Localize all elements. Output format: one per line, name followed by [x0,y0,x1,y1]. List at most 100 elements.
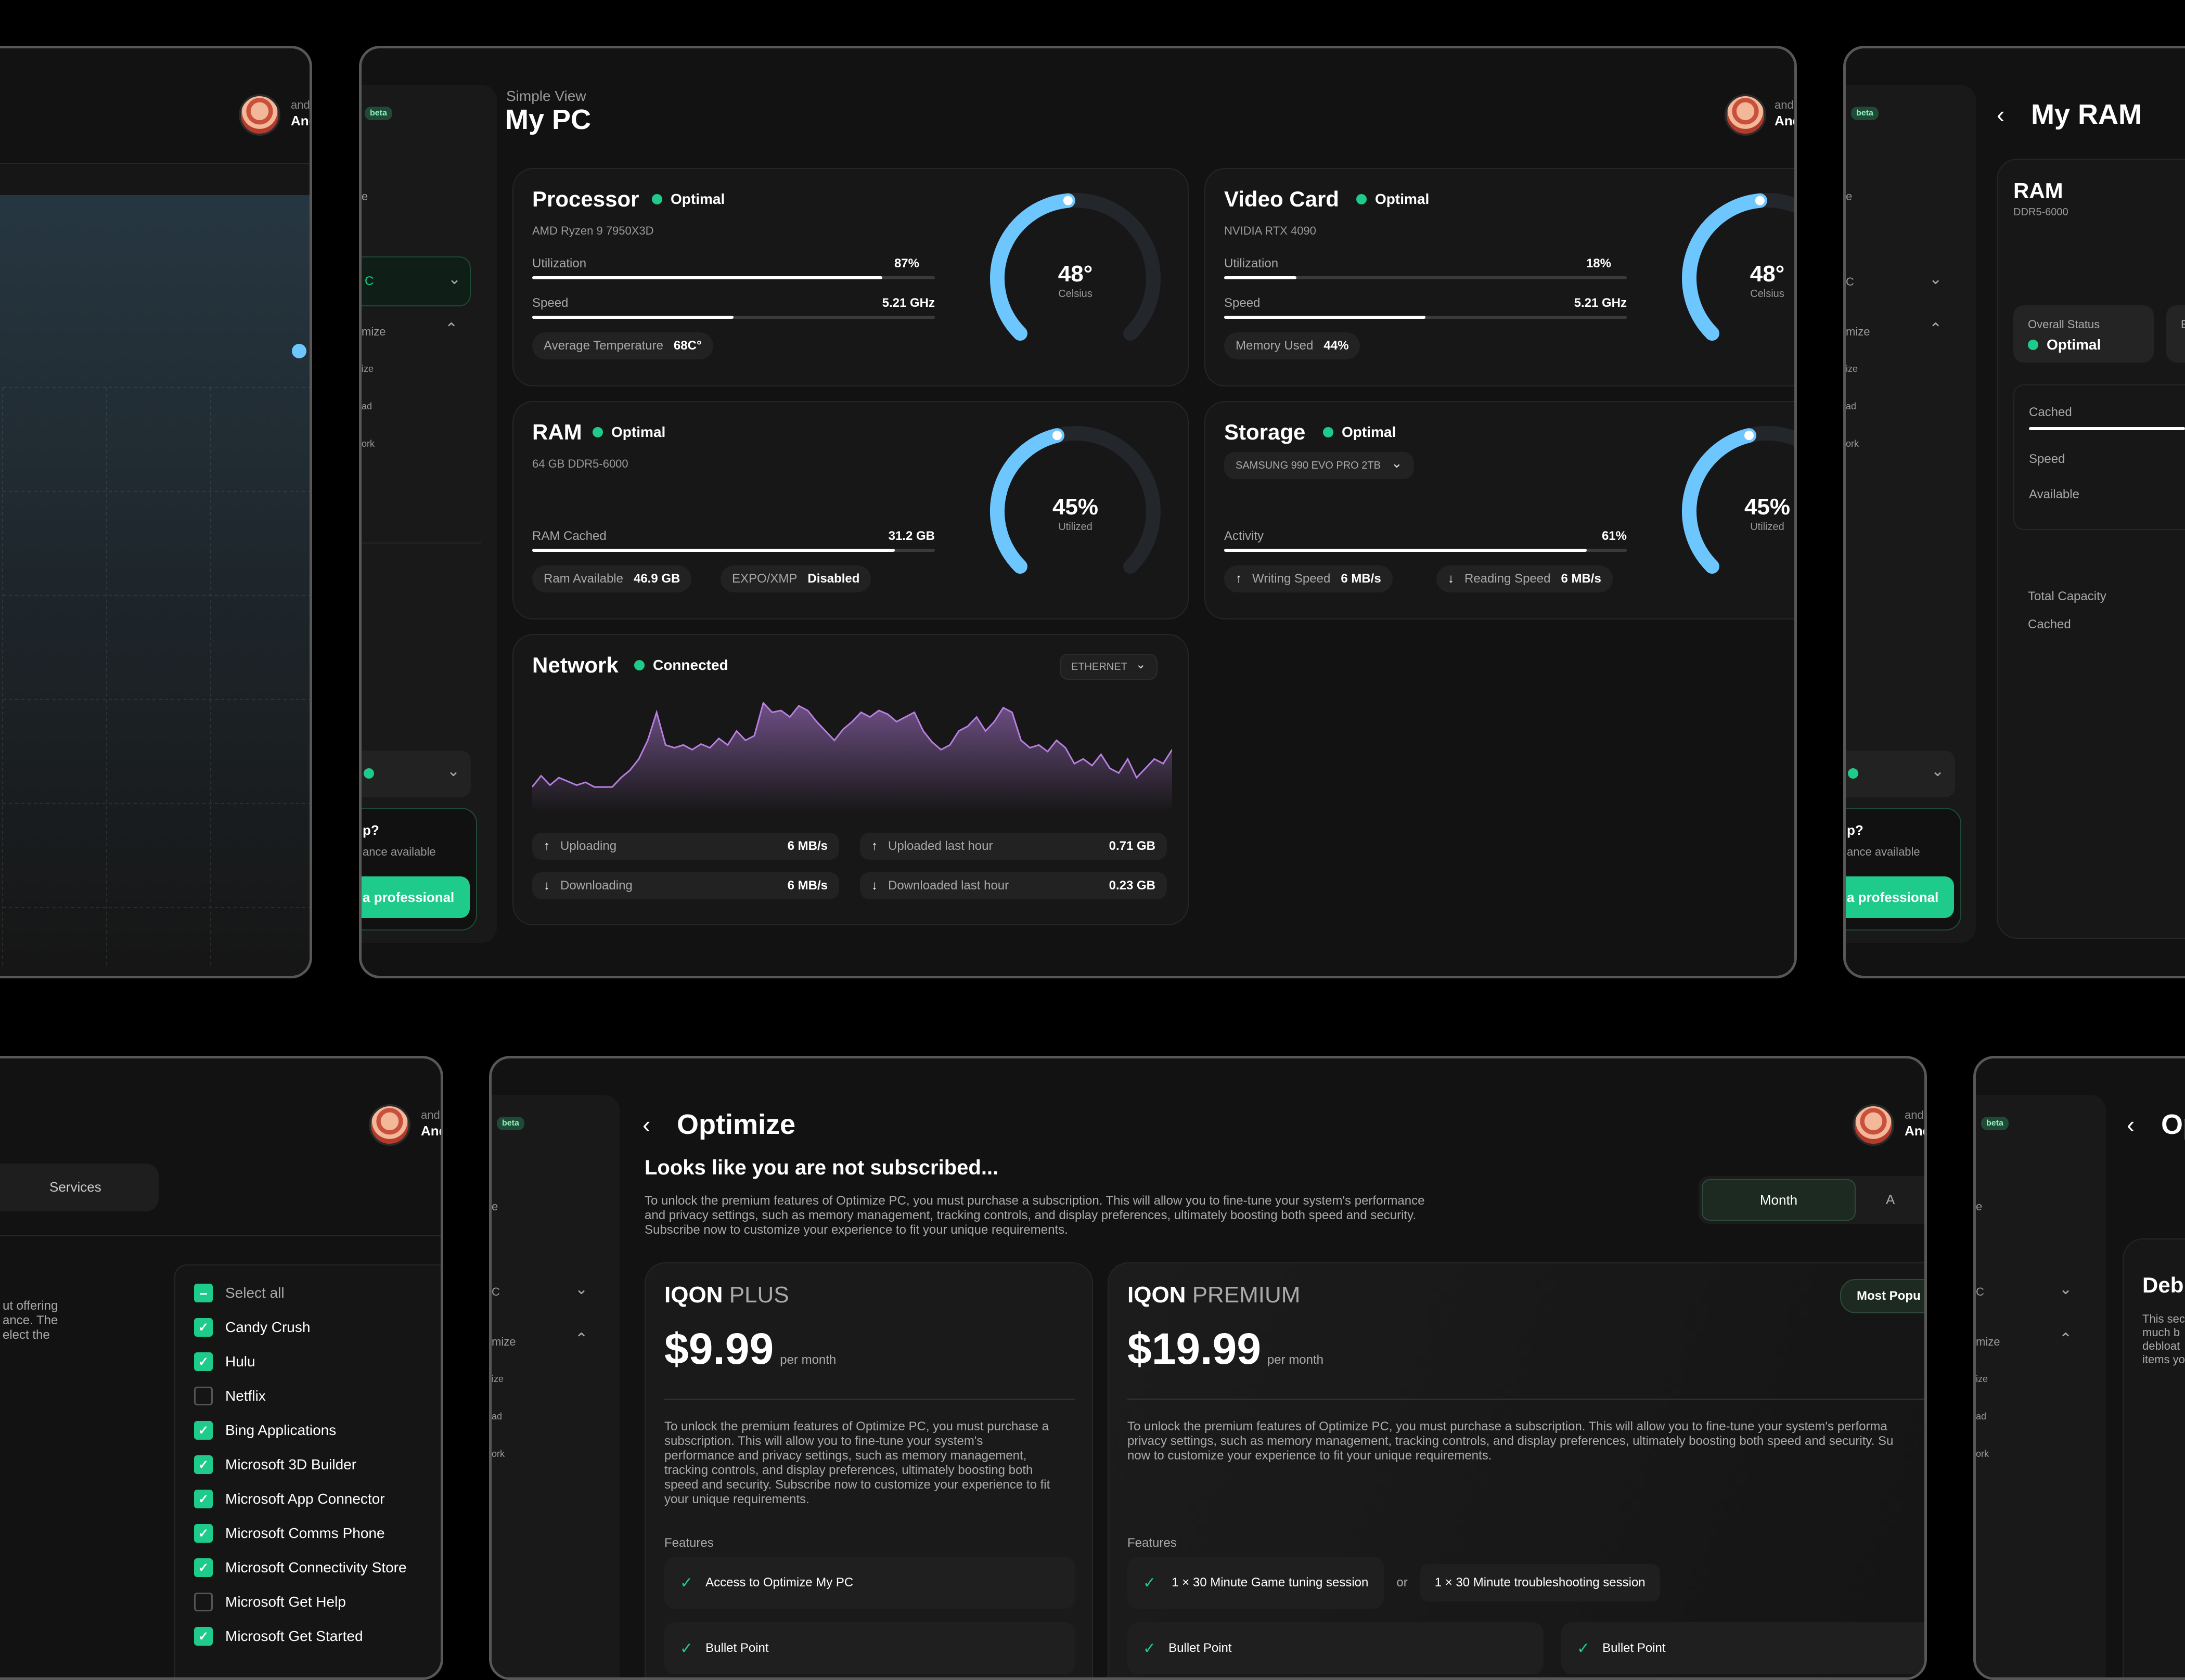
sidebar-subitem-1[interactable]: ize [492,1374,504,1384]
chevron-down-icon[interactable]: ⌄ [2059,1281,2073,1298]
window-my-pc: beta e C ⌄ mize ⌃ ize ad ork ⌄ p? ance a… [359,46,1797,978]
storage-title: Storage [1224,420,1306,444]
chevron-up-icon[interactable]: ⌃ [445,320,458,338]
user-name: And [421,1123,441,1139]
back-icon[interactable]: ‹ [642,1111,651,1138]
avatar[interactable] [239,94,280,136]
sidebar-subitem-1[interactable]: ize [362,364,374,374]
drive-select[interactable]: SAMSUNG 990 EVO PRO 2TB ⌄ [1224,452,1414,479]
toggle-month[interactable]: Month [1702,1179,1856,1221]
chevron-down-icon[interactable]: ⌄ [1929,270,1943,288]
storage-card[interactable]: Storage Optimal SAMSUNG 990 EVO PRO 2TB ⌄… [1204,401,1794,619]
app-list-item[interactable]: ✓ Hulu [194,1345,441,1379]
contact-professional-button[interactable]: a professional [362,876,470,918]
feature-row: ✓ Bullet Point [1127,1622,1544,1674]
user-handle: andr [1905,1108,1927,1121]
sidebar-item-home[interactable]: e [1846,190,1853,203]
chevron-up-icon[interactable]: ⌃ [575,1330,588,1348]
user-handle: andr [291,98,312,111]
back-icon[interactable]: ‹ [2127,1111,2135,1138]
arrow-up-icon: ↑ [1236,572,1242,586]
videocard-card[interactable]: Video Card Optimal NVIDIA RTX 4090 Utili… [1204,168,1794,386]
checkbox-checked-icon[interactable]: ✓ [194,1490,213,1508]
sidebar-subitem-2[interactable]: ad [1976,1411,1987,1421]
downloading-chip: ↓ Downloading 6 MB/s [532,872,839,899]
toggle-annual[interactable]: A [1886,1192,1895,1207]
status-dot [364,768,374,779]
plan-card-premium[interactable]: IQON PREMIUM Most Popu $19.99 per month T… [1108,1262,1924,1677]
beta-badge: beta [1851,107,1879,120]
checkbox-unchecked-icon[interactable] [194,1593,213,1611]
gauge-knob [1744,431,1754,441]
total-capacity-label: Total Capacity [2028,589,2106,603]
select-all[interactable]: – Select all [194,1276,441,1310]
sidebar-item-my-pc[interactable]: C ⌄ [362,256,471,306]
feature-chip-1: ✓ 1 × 30 Minute Game tuning session [1127,1557,1384,1609]
checkbox-unchecked-icon[interactable] [194,1387,213,1405]
sidebar-subitem-3[interactable]: ork [1846,438,1859,449]
sidebar-subitem-3[interactable]: ork [1976,1449,1989,1459]
sidebar-item-home[interactable]: e [1976,1200,1983,1213]
app-name: Bing Applications [225,1422,337,1438]
app-list-item[interactable]: ✓ Microsoft Comms Phone [194,1516,441,1550]
app-list-item[interactable]: ✓ Microsoft Connectivity Store [194,1550,441,1585]
sidebar-device-select[interactable]: ⌄ [1846,751,1955,797]
avatar[interactable] [1725,94,1766,136]
chevron-up-icon[interactable]: ⌃ [2059,1330,2073,1348]
sidebar-subitem-2[interactable]: ad [362,401,372,411]
chevron-down-icon: ⌄ [447,763,460,780]
network-card[interactable]: Network Connected ETHERNET ⌄ ↑ Uploading 6 … [512,634,1189,925]
indeterminate-checkbox-icon[interactable]: – [194,1284,213,1302]
checkbox-checked-icon[interactable]: ✓ [194,1421,213,1440]
ethernet-select[interactable]: ETHERNET ⌄ [1060,654,1158,680]
plan-card-plus[interactable]: IQON PLUS $9.99 per month To unlock the p… [645,1262,1093,1677]
processor-card[interactable]: Processor Optimal AMD Ryzen 9 7950X3D Ut… [512,168,1189,386]
sidebar-subitem-2[interactable]: ad [1846,401,1857,411]
sidebar-item-my-pc[interactable]: C [1846,275,1854,288]
feature-row: ✓ 1 × 30 Minute Game tuning session or 1 … [1127,1557,1700,1609]
tab-services[interactable]: Services [49,1179,101,1195]
avatar[interactable] [369,1104,410,1146]
sidebar-subitem-1[interactable]: ize [1976,1374,1988,1384]
debloat-desc-3: elect the [3,1328,50,1342]
sidebar-subitem-1[interactable]: ize [1846,364,1858,374]
help-card: p? ance available a professional [1846,808,1961,931]
app-list-item[interactable]: Netflix [194,1379,441,1413]
checkbox-checked-icon[interactable]: ✓ [194,1627,213,1646]
ram-card[interactable]: RAM Optimal 64 GB DDR5-6000 RAM Cached 3… [512,401,1189,619]
sidebar-item-my-pc[interactable]: C [492,1285,500,1298]
checkbox-checked-icon[interactable]: ✓ [194,1318,213,1337]
sidebar-item-optimize[interactable]: mize [1976,1335,2000,1348]
sidebar-item-optimize[interactable]: mize [492,1335,516,1348]
chevron-up-icon[interactable]: ⌃ [1929,320,1943,338]
app-list-item[interactable]: ✓ Bing Applications [194,1413,441,1448]
gauge-unit: Celsius [1750,288,1784,300]
sidebar-item-my-pc[interactable]: C [1976,1285,1984,1298]
gauge-fill [990,193,1075,341]
checkbox-checked-icon[interactable]: ✓ [194,1524,213,1543]
sidebar-subitem-2[interactable]: ad [492,1411,503,1421]
sidebar-device-select[interactable]: ⌄ [362,751,471,797]
avatar[interactable] [1853,1104,1894,1146]
chevron-down-icon[interactable]: ⌄ [575,1281,588,1298]
sidebar-subitem-3[interactable]: ork [362,438,375,449]
sidebar-item-home[interactable]: e [362,190,368,203]
sidebar-item-optimize[interactable]: mize [362,325,386,338]
app-list-item[interactable]: ✓ Microsoft App Connector [194,1482,441,1516]
app-list-item[interactable]: ✓ Microsoft 3D Builder [194,1448,441,1482]
back-icon[interactable]: ‹ [1997,101,2005,128]
feature-row: ✓ Access to Optimize My PC [664,1557,1075,1609]
sidebar-subitem-3[interactable]: ork [492,1449,505,1459]
chevron-down-icon: ⌄ [1135,657,1146,671]
checkbox-checked-icon[interactable]: ✓ [194,1352,213,1371]
app-list-item[interactable]: ✓ Candy Crush [194,1310,441,1345]
ram-detail-card: RAM DDR5-6000 Overall Status Optimal E C… [1997,159,2185,939]
contact-professional-button[interactable]: a professional [1846,876,1954,918]
checkbox-checked-icon[interactable]: ✓ [194,1558,213,1577]
app-list-item[interactable]: Microsoft Get Help [194,1585,441,1619]
debloat-desc-1: This sec [2142,1312,2185,1325]
sidebar-item-optimize[interactable]: mize [1846,325,1870,338]
checkbox-checked-icon[interactable]: ✓ [194,1455,213,1474]
sidebar-item-home[interactable]: e [492,1200,498,1213]
app-list-item[interactable]: ✓ Microsoft Get Started [194,1619,441,1653]
